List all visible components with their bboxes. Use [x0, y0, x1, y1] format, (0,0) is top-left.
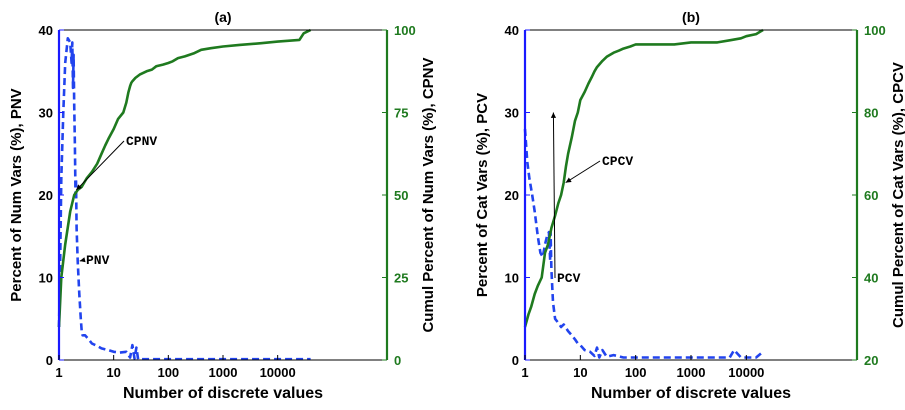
y-left-tick-label: 20	[39, 188, 53, 203]
y-right-tick-label: 20	[864, 353, 878, 368]
series-line-pcv	[523, 128, 764, 359]
y-right-tick-label: 50	[394, 188, 408, 203]
annotation-label: PNV	[86, 253, 110, 268]
x-tick-label: 10	[573, 365, 587, 380]
panel-a: 1 10 100 1000 10000 0 10 20 30 40 0 25 50 75 100 (a) Num…	[8, 9, 437, 402]
y-right-tick-label: 25	[394, 271, 408, 286]
annotation-arrow	[552, 112, 556, 279]
y-left-tick-label: 20	[505, 188, 519, 203]
x-tick-label: 1000	[209, 365, 238, 380]
panel-b: 1 10 100 1000 10000 0 10 20 30 40 20 40 60 80 100 (b) Nu…	[474, 9, 905, 402]
x-tick-label: 10000	[728, 365, 764, 380]
annotation-label: PCV	[557, 271, 581, 286]
annotation-arrowhead	[565, 177, 572, 183]
series-line-pnv	[57, 36, 311, 361]
panel-title: (b)	[682, 9, 700, 25]
x-tick-label: 100	[625, 365, 647, 380]
x-tick-label: 10000	[260, 365, 296, 380]
y-right-axis-label: Cumul Percent of Cat Vars (%), CPCV	[890, 62, 905, 328]
y-right-tick-label: 100	[394, 23, 416, 38]
y-left-axis-label: Percent of Num Vars (%), PNV	[8, 88, 25, 301]
annotation-arrow	[75, 140, 125, 191]
series-line-cpnv	[57, 28, 312, 328]
annotation-label: CPNV	[126, 134, 157, 149]
y-left-tick-label: 40	[39, 23, 53, 38]
x-axis-label: Number of discrete values	[123, 385, 323, 402]
annotation-arrowhead	[79, 257, 86, 263]
x-tick-label: 1	[521, 365, 528, 380]
x-tick-label: 100	[157, 365, 179, 380]
annotation-arrowhead	[550, 112, 557, 118]
y-left-tick-label: 10	[505, 271, 519, 286]
y-left-tick-label: 40	[505, 23, 519, 38]
x-tick-label: 1	[55, 365, 62, 380]
y-right-tick-label: 60	[864, 188, 878, 203]
x-tick-label: 1000	[677, 365, 706, 380]
y-left-tick-label: 10	[39, 271, 53, 286]
panel-title: (a)	[214, 9, 231, 25]
annotation-arrowhead	[76, 184, 82, 191]
y-left-tick-label: 30	[505, 106, 519, 121]
annotation-label: CPCV	[602, 154, 633, 169]
y-left-axis-label: Percent of Cat Vars (%), PCV	[474, 93, 491, 297]
x-tick-label: 10	[106, 365, 120, 380]
annotation-arrow	[565, 160, 601, 184]
y-left-tick-label: 0	[46, 353, 53, 368]
y-right-axis-label: Cumul Percent of Num Vars (%), CPNV	[420, 57, 437, 332]
y-right-tick-label: 0	[394, 353, 401, 368]
y-right-tick-label: 100	[864, 23, 886, 38]
y-right-tick-label: 40	[864, 271, 878, 286]
y-left-tick-label: 0	[512, 353, 519, 368]
y-left-tick-label: 30	[39, 106, 53, 121]
x-axis-label: Number of discrete values	[591, 385, 791, 402]
y-right-tick-label: 75	[394, 106, 408, 121]
series-line-cpcv	[523, 28, 764, 328]
y-right-tick-label: 80	[864, 106, 878, 121]
